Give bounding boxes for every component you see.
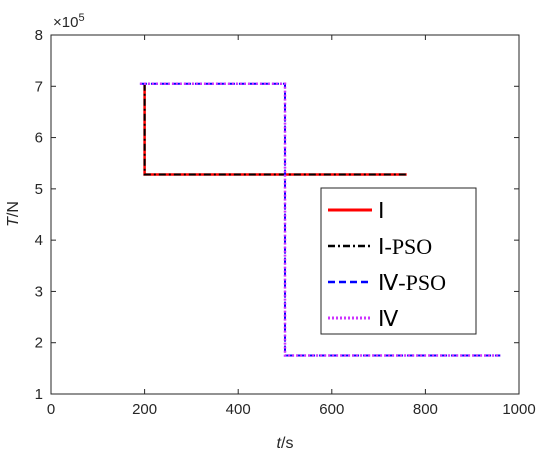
x-tick-label: 1000 [502, 401, 535, 418]
y-tick-label: 8 [35, 27, 43, 44]
legend: Ⅰ Ⅰ-PSO Ⅳ-PSO Ⅳ [320, 187, 477, 335]
y-tick-label: 7 [35, 78, 43, 95]
ticks-layer: 0 200 400 600 800 1000 1 2 3 4 5 6 7 8 [35, 27, 536, 418]
y-multiplier-exponent: 5 [78, 12, 84, 24]
legend-items: Ⅰ Ⅰ-PSO Ⅳ-PSO Ⅳ [328, 198, 446, 331]
x-tick-label: 800 [413, 401, 438, 418]
y-tick-label: 3 [35, 283, 43, 300]
y-axis-title-unit: /N [5, 201, 22, 217]
x-tick-label: 600 [319, 401, 344, 418]
series-line-4 [139, 82, 501, 357]
plot-frame [50, 34, 520, 395]
x-axis-title: t/s [277, 435, 294, 452]
x-tick-label: 0 [47, 401, 55, 418]
y-tick-label: 4 [35, 232, 43, 249]
y-multiplier: ×105 [53, 12, 85, 31]
legend-label-1: Ⅰ [378, 198, 385, 223]
series-line-2 [143, 83, 407, 176]
y-tick-label: 1 [35, 386, 43, 403]
legend-label-3: Ⅳ-PSO [378, 270, 446, 295]
legend-label-2: Ⅰ-PSO [378, 234, 432, 259]
x-axis-title-unit: /s [281, 435, 293, 452]
x-tick-label: 200 [132, 401, 157, 418]
series-layer [139, 82, 501, 357]
x-axis-title-var: t [277, 435, 282, 452]
x-tick-label: 400 [226, 401, 251, 418]
y-tick-label: 6 [35, 130, 43, 147]
y-tick-label: 2 [35, 335, 43, 352]
legend-label-4: Ⅳ [378, 306, 399, 331]
y-multiplier-base: ×10 [53, 14, 78, 31]
y-tick-label: 5 [35, 181, 43, 198]
legend-box [320, 187, 477, 335]
y-axis-title: T/N [5, 201, 22, 227]
y-axis-title-var: T [5, 216, 22, 227]
